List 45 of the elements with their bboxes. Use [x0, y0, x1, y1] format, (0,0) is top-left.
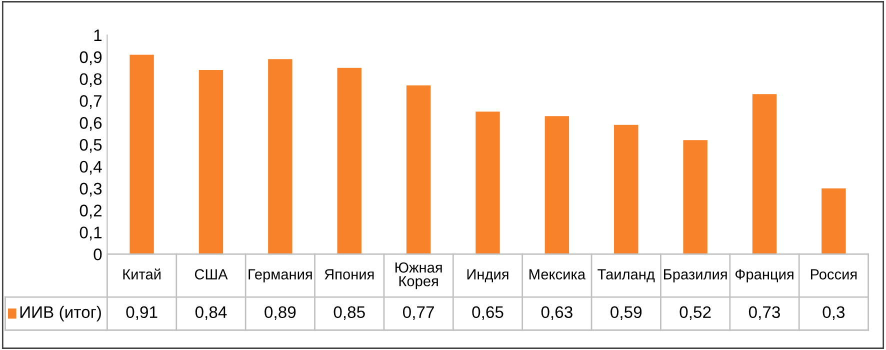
- x-tick-label: Бразилия: [664, 269, 727, 282]
- bar: [130, 54, 154, 254]
- y-tick-label: 0,1: [80, 226, 102, 240]
- data-label: 0,63: [541, 306, 572, 320]
- y-tick-label: 1: [94, 30, 102, 42]
- bar: [268, 59, 292, 254]
- data-label: 0,84: [195, 306, 227, 320]
- bar: [822, 188, 846, 254]
- data-label: 0,91: [126, 306, 158, 320]
- bar: [683, 140, 708, 254]
- x-tick-label: Южная Корея: [395, 262, 442, 290]
- data-label: 0,73: [748, 306, 780, 320]
- bar: [544, 116, 570, 254]
- x-tick-label: Таиланд: [598, 269, 655, 282]
- data-label: 0,77: [402, 306, 434, 320]
- x-tick-label: Япония: [324, 269, 374, 280]
- bar: [476, 112, 500, 254]
- legend-label: ИИВ (итог): [20, 306, 101, 322]
- bar: [198, 70, 224, 254]
- y-tick-label: 0,8: [80, 73, 102, 87]
- bar: [752, 94, 777, 254]
- y-tick-label: 0,3: [80, 182, 102, 197]
- x-tick-label: Россия: [810, 269, 857, 280]
- y-tick-label: 0,5: [80, 138, 102, 153]
- x-tick-label: Франция: [735, 269, 794, 282]
- x-tick-label: Мексика: [530, 269, 586, 280]
- y-tick-label: 0,6: [80, 117, 102, 131]
- data-label: 0,52: [680, 306, 711, 320]
- x-tick-label: Индия: [467, 269, 508, 282]
- x-tick-label: Китай: [123, 268, 160, 280]
- y-tick-label: 0,2: [80, 204, 102, 218]
- y-tick-label: 0: [94, 248, 102, 260]
- bar: [406, 85, 431, 254]
- y-tick-label: 0,9: [80, 51, 102, 66]
- data-label: 0,85: [334, 306, 365, 320]
- data-label: 0,59: [610, 306, 642, 320]
- bar: [614, 124, 638, 254]
- x-tick-label: Германия: [248, 269, 312, 282]
- bar: [337, 68, 362, 254]
- data-label: 0,89: [264, 306, 296, 320]
- y-tick-label: 0,7: [80, 95, 102, 109]
- y-tick-label: 0,4: [80, 160, 102, 175]
- data-label: 0,3: [822, 306, 845, 320]
- data-label: 0,65: [472, 306, 504, 320]
- x-tick-label: США: [194, 269, 228, 280]
